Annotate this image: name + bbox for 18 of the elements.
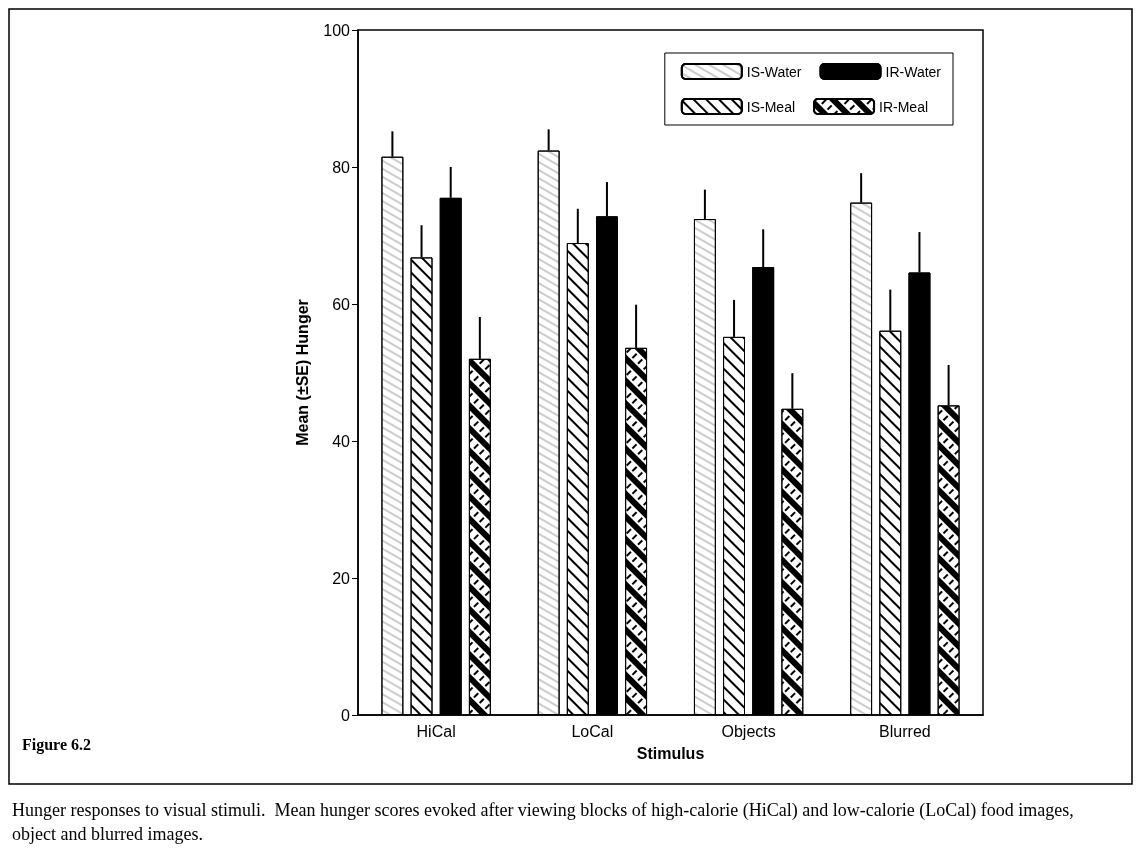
y-tick-label: 0 (341, 706, 351, 724)
x-tick-label: HiCal (416, 722, 456, 740)
y-tick-label: 60 (332, 295, 351, 313)
legend-label: IR-Water (885, 63, 942, 80)
legend-label: IS-Water (746, 63, 802, 80)
y-tick-label: 20 (332, 569, 351, 587)
y-tick-label: 80 (332, 158, 351, 176)
text: Hunger responses to visual stimuli. Mean hunger scores evoked after viewing blocks of high-calorie (HiCal) and low-calorie (LoCal) food images, object and blurred images. (12, 800, 1079, 844)
y-axis-title: Mean (±SE) Hunger (293, 299, 311, 446)
y-tick-label: 100 (323, 21, 351, 39)
x-tick-label: Objects (721, 722, 776, 740)
y-tick-label: 40 (332, 432, 351, 450)
caption: Figure 6.2 (22, 735, 92, 754)
legend-label: IR-Meal (879, 98, 929, 115)
x-tick-label: Blurred (879, 722, 931, 740)
legend-label: IS-Meal (746, 98, 796, 115)
x-tick-label: LoCal (571, 722, 614, 740)
x-axis-title: Stimulus (636, 744, 705, 762)
